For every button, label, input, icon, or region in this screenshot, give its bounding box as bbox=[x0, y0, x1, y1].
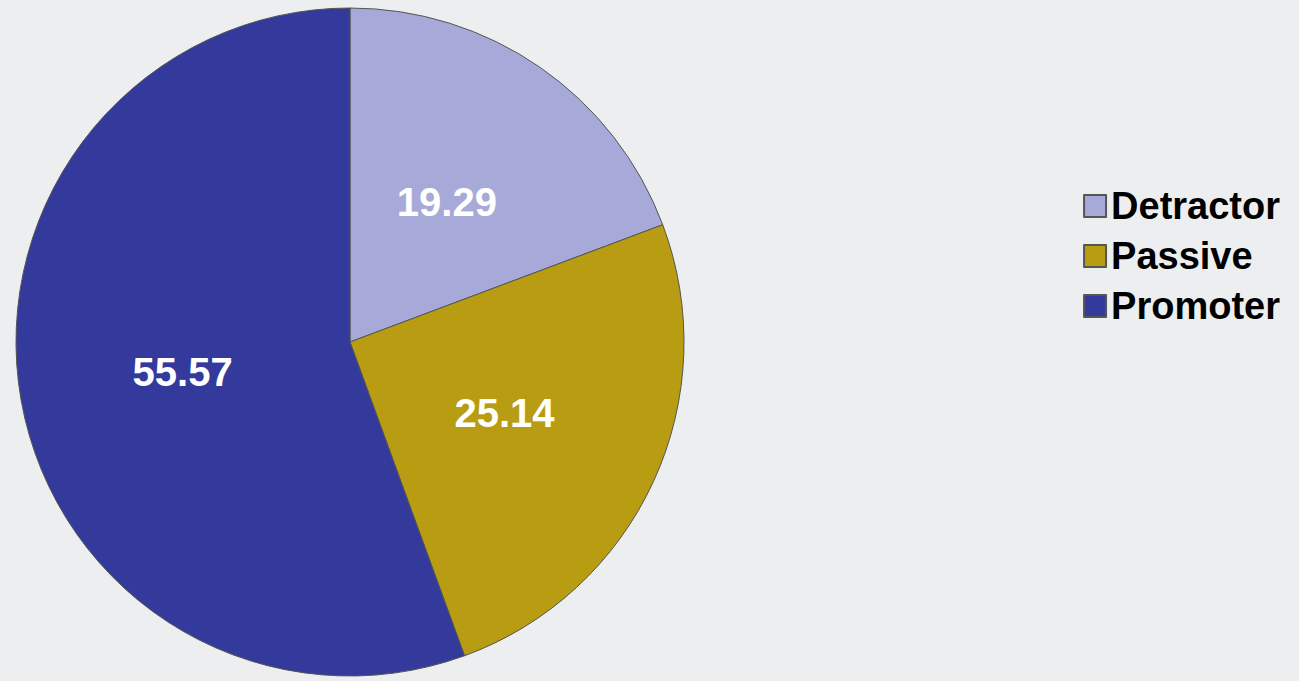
svg-text:55.57: 55.57 bbox=[133, 350, 233, 394]
svg-text:19.29: 19.29 bbox=[397, 180, 497, 224]
svg-text:Passive: Passive bbox=[1111, 235, 1253, 277]
svg-text:Detractor: Detractor bbox=[1111, 185, 1280, 227]
svg-text:Promoter: Promoter bbox=[1111, 285, 1280, 327]
svg-text:25.14: 25.14 bbox=[454, 391, 555, 435]
